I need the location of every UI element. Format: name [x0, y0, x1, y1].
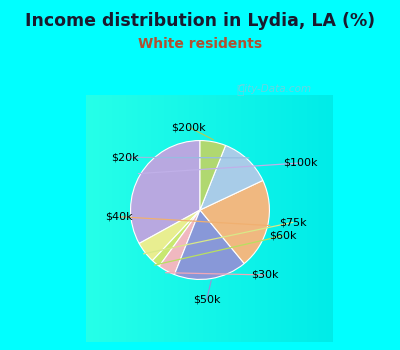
Wedge shape	[152, 210, 200, 266]
Text: $20k: $20k	[111, 152, 139, 162]
Wedge shape	[159, 210, 200, 274]
Wedge shape	[130, 141, 200, 244]
Text: White residents: White residents	[138, 37, 262, 51]
Wedge shape	[200, 181, 270, 264]
Text: City-Data.com: City-Data.com	[238, 84, 312, 94]
Text: $100k: $100k	[284, 158, 318, 168]
Text: $200k: $200k	[172, 122, 206, 132]
Wedge shape	[200, 146, 263, 210]
Text: $50k: $50k	[193, 295, 220, 304]
Text: Income distribution in Lydia, LA (%): Income distribution in Lydia, LA (%)	[25, 12, 375, 30]
Text: $40k: $40k	[106, 212, 133, 222]
Text: ⓘ: ⓘ	[236, 84, 244, 97]
Text: $30k: $30k	[251, 270, 279, 280]
Text: $75k: $75k	[279, 217, 307, 227]
Wedge shape	[174, 210, 244, 279]
Wedge shape	[200, 141, 226, 210]
Wedge shape	[139, 210, 200, 261]
Text: $60k: $60k	[269, 231, 297, 241]
